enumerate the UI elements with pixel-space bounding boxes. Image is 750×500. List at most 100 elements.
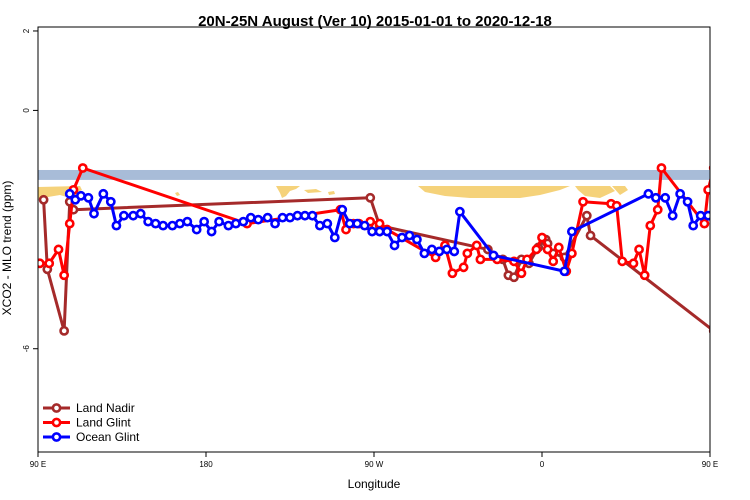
data-point [135, 208, 146, 219]
legend-swatch-point [51, 417, 62, 428]
chart-title: 20N-25N August (Ver 10) 2015-01-01 to 20… [198, 13, 552, 30]
data-point [307, 210, 318, 221]
data-point [238, 216, 249, 227]
legend-label: Land Nadir [76, 401, 135, 415]
land-shape-mexico [276, 186, 300, 198]
data-point [553, 242, 564, 253]
data-point [128, 210, 139, 221]
data-point [617, 256, 628, 267]
data-point [230, 218, 241, 229]
land-shape-arabia [575, 186, 615, 198]
legend-item: Ocean Glint [43, 430, 140, 444]
plot-border [37, 26, 711, 453]
data-point [454, 206, 465, 217]
data-point [578, 196, 588, 207]
data-point [150, 218, 161, 229]
data-point [721, 218, 728, 225]
data-point [374, 218, 385, 229]
legend-swatch-point [51, 432, 62, 442]
land-shape-hawaii [175, 192, 180, 196]
data-point [253, 214, 264, 225]
data-point [736, 222, 743, 229]
data-point [434, 246, 445, 257]
data-point [59, 270, 70, 281]
data-point [64, 218, 75, 229]
data-point [639, 270, 650, 281]
y-tick-label: 0 [22, 108, 31, 113]
data-point [38, 258, 45, 269]
data-point [174, 218, 185, 229]
data-point [337, 204, 348, 215]
data-point [475, 254, 486, 265]
data-point [585, 230, 596, 241]
x-tick-label: 0 [540, 460, 545, 469]
data-point [223, 220, 234, 231]
data-point [656, 163, 667, 173]
y-tick-label: -6 [22, 345, 31, 353]
data-point [285, 212, 295, 223]
data-point [531, 244, 542, 255]
data-point [38, 194, 49, 205]
land-shape-hispaniola [328, 191, 335, 195]
series-land-glint [38, 163, 710, 281]
data-point [412, 234, 422, 245]
data-point [344, 218, 355, 229]
x-tick-label: 90 E [702, 460, 718, 469]
land-ocean-band [38, 169, 710, 199]
data-point [462, 248, 473, 259]
data-point [64, 188, 75, 199]
data-point [53, 244, 64, 255]
data-point [419, 248, 430, 259]
data-point [548, 256, 559, 267]
data-point [352, 218, 363, 229]
legend-label: Ocean Glint [76, 430, 140, 444]
data-point [397, 232, 407, 243]
data-point [77, 163, 88, 173]
data-point [83, 192, 94, 203]
data-point [542, 244, 553, 255]
data-point [118, 210, 129, 221]
data-point [359, 220, 370, 231]
series-ocean-glint [64, 188, 743, 277]
data-point [262, 212, 273, 223]
legend-item: Land Glint [43, 416, 131, 430]
data-point [537, 232, 547, 243]
data-point [645, 220, 656, 231]
data-point [292, 210, 303, 221]
data-point [708, 327, 710, 335]
data-point [708, 164, 710, 172]
data-point [509, 272, 519, 283]
data-point [214, 216, 224, 227]
data-point [723, 206, 730, 213]
data-point [44, 258, 55, 269]
data-point [695, 210, 706, 221]
data-point [59, 325, 70, 336]
data-point [471, 240, 482, 251]
data-point [76, 190, 86, 201]
data-point [111, 220, 122, 231]
data-point [426, 244, 437, 255]
data-point [382, 226, 392, 237]
data-point [667, 210, 678, 221]
data-point [652, 204, 663, 215]
data-point [675, 188, 686, 199]
data-point [488, 250, 499, 261]
y-tick-label: 2 [22, 28, 31, 33]
data-point [516, 268, 527, 279]
data-point [389, 240, 400, 251]
data-point [143, 216, 154, 227]
y-axis-label: XCO2 - MLO trend (ppm) [0, 181, 14, 316]
data-point [367, 226, 378, 237]
data-point [167, 220, 178, 231]
data-point [245, 212, 256, 223]
data-point [628, 258, 639, 269]
data-point [714, 210, 721, 217]
data-point [374, 226, 385, 237]
data-point [688, 220, 699, 231]
data-point [105, 196, 116, 207]
data-point [660, 192, 671, 203]
data-point [447, 268, 458, 279]
x-tick-label: 90 W [365, 460, 384, 469]
land-shape-africa [418, 186, 570, 198]
